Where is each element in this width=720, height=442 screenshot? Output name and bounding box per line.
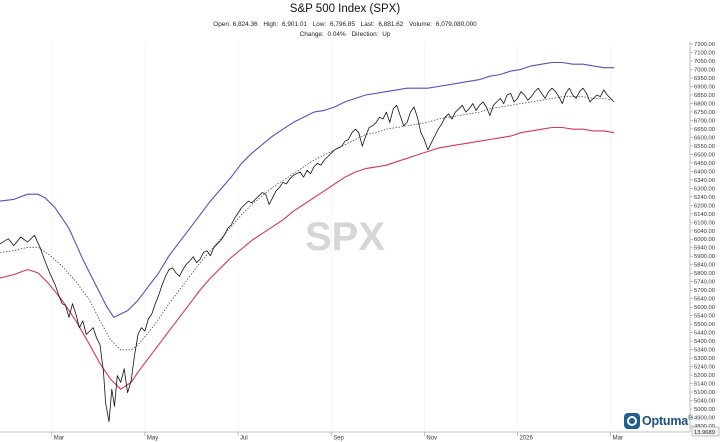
y-tick-label: 5240.00 — [694, 365, 715, 371]
stat-last: Last: 6,881.62 — [360, 21, 404, 28]
change-line: Change: 0.04% Direction: Up — [0, 31, 690, 38]
chart-grid — [51, 42, 611, 432]
optuma-logo: Optuma ® — [624, 412, 693, 430]
last-value-label-group: 13.9689 — [691, 426, 720, 437]
lower-band-line — [0, 126, 615, 390]
x-tick-label: May — [147, 436, 158, 442]
chart-series — [0, 61, 615, 423]
y-tick-label: 6750.00 — [694, 110, 715, 116]
y-tick-label: 6300.00 — [694, 186, 715, 192]
y-tick-label: 5040.00 — [694, 399, 715, 405]
watermark-symbol: SPX — [305, 215, 385, 259]
x-tick-label: Nov — [426, 436, 437, 442]
y-tick-label: 7100.00 — [694, 50, 715, 56]
y-tick-label: 6850.00 — [694, 93, 715, 99]
y-tick-label: 5940.00 — [694, 246, 715, 252]
y-tick-label: 6240.00 — [694, 195, 715, 201]
stat-volume: Volume: 6,079,080,000 — [408, 21, 477, 28]
y-tick-label: 6900.00 — [694, 84, 715, 90]
upper-band-line — [0, 61, 615, 318]
y-tick-label: 5200.00 — [694, 373, 715, 379]
optuma-logo-icon — [624, 413, 640, 429]
y-tick-label: 7000.00 — [694, 67, 715, 73]
y-tick-label: 5600.00 — [694, 305, 715, 311]
y-tick-label: 6650.00 — [694, 127, 715, 133]
y-tick-label: 6140.00 — [694, 212, 715, 218]
y-tick-label: 5440.00 — [694, 331, 715, 337]
y-tick-label: 6600.00 — [694, 135, 715, 141]
y-tick-label: 6340.00 — [694, 178, 715, 184]
y-tick-label: 6040.00 — [694, 229, 715, 235]
brand-registered: ® — [688, 414, 694, 422]
y-tick-label: 5500.00 — [694, 322, 715, 328]
y-tick-label: 5540.00 — [694, 314, 715, 320]
last-value-label: 13.9689 — [694, 430, 715, 436]
y-tick-label: 5400.00 — [694, 339, 715, 345]
y-tick-label: 4900.00 — [694, 416, 715, 422]
y-tick-label: 5700.00 — [694, 288, 715, 294]
chart-title: S&P 500 Index (SPX) — [289, 3, 401, 15]
x-tick-label: Sep — [333, 436, 344, 442]
y-tick-label: 6400.00 — [694, 169, 715, 175]
y-tick-label: 6800.00 — [694, 101, 715, 107]
stat-direction: Direction: Up — [351, 31, 391, 38]
y-tick-label: 5140.00 — [694, 382, 715, 388]
stat-low: Low: 6,796.85 — [312, 21, 355, 28]
y-tick-label: 6100.00 — [694, 220, 715, 226]
x-tick-label: Mar — [613, 436, 623, 442]
y-tick-label: 6550.00 — [694, 144, 715, 150]
y-tick-label: 5300.00 — [694, 356, 715, 362]
x-tick-label: Jul — [240, 436, 248, 442]
middle-band-line — [0, 96, 615, 351]
stat-high: High: 6,901.01 — [263, 21, 307, 28]
y-tick-label: 5900.00 — [694, 254, 715, 260]
y-tick-label: 5740.00 — [694, 280, 715, 286]
brand-name: Optuma — [642, 414, 689, 428]
stats-line: Open: 6,824.36 High: 6,901.01 Low: 6,796.… — [0, 21, 690, 28]
y-tick-label: 5640.00 — [694, 297, 715, 303]
stat-change: Change: 0.04% — [299, 31, 346, 38]
x-axis: Mar May Jul Sep Nov 2026 Mar — [51, 432, 623, 442]
y-axis: 7200.00 7100.00 7050.00 7000.00 6950.00 6900.… — [690, 42, 715, 430]
y-tick-label: 6700.00 — [694, 118, 715, 124]
y-tick-label: 5840.00 — [694, 263, 715, 269]
y-tick-label: 5000.00 — [694, 407, 715, 413]
last-value-box — [691, 426, 720, 437]
x-tick-label: 2026 — [520, 436, 534, 442]
y-tick-label: 6200.00 — [694, 203, 715, 209]
x-tick-label: Mar — [54, 436, 64, 442]
y-tick-label: 5340.00 — [694, 348, 715, 354]
y-tick-label: 6950.00 — [694, 76, 715, 82]
y-tick-label: 6000.00 — [694, 237, 715, 243]
stat-open: Open: 6,824.36 — [213, 21, 258, 28]
y-tick-label: 7050.00 — [694, 59, 715, 65]
y-tick-label: 5800.00 — [694, 271, 715, 277]
y-tick-label: 5100.00 — [694, 390, 715, 396]
chart-axes — [0, 42, 691, 433]
y-tick-label: 7200.00 — [694, 42, 715, 48]
y-tick-label: 6450.00 — [694, 161, 715, 167]
y-tick-label: 6500.00 — [694, 152, 715, 158]
price-line — [0, 87, 615, 423]
